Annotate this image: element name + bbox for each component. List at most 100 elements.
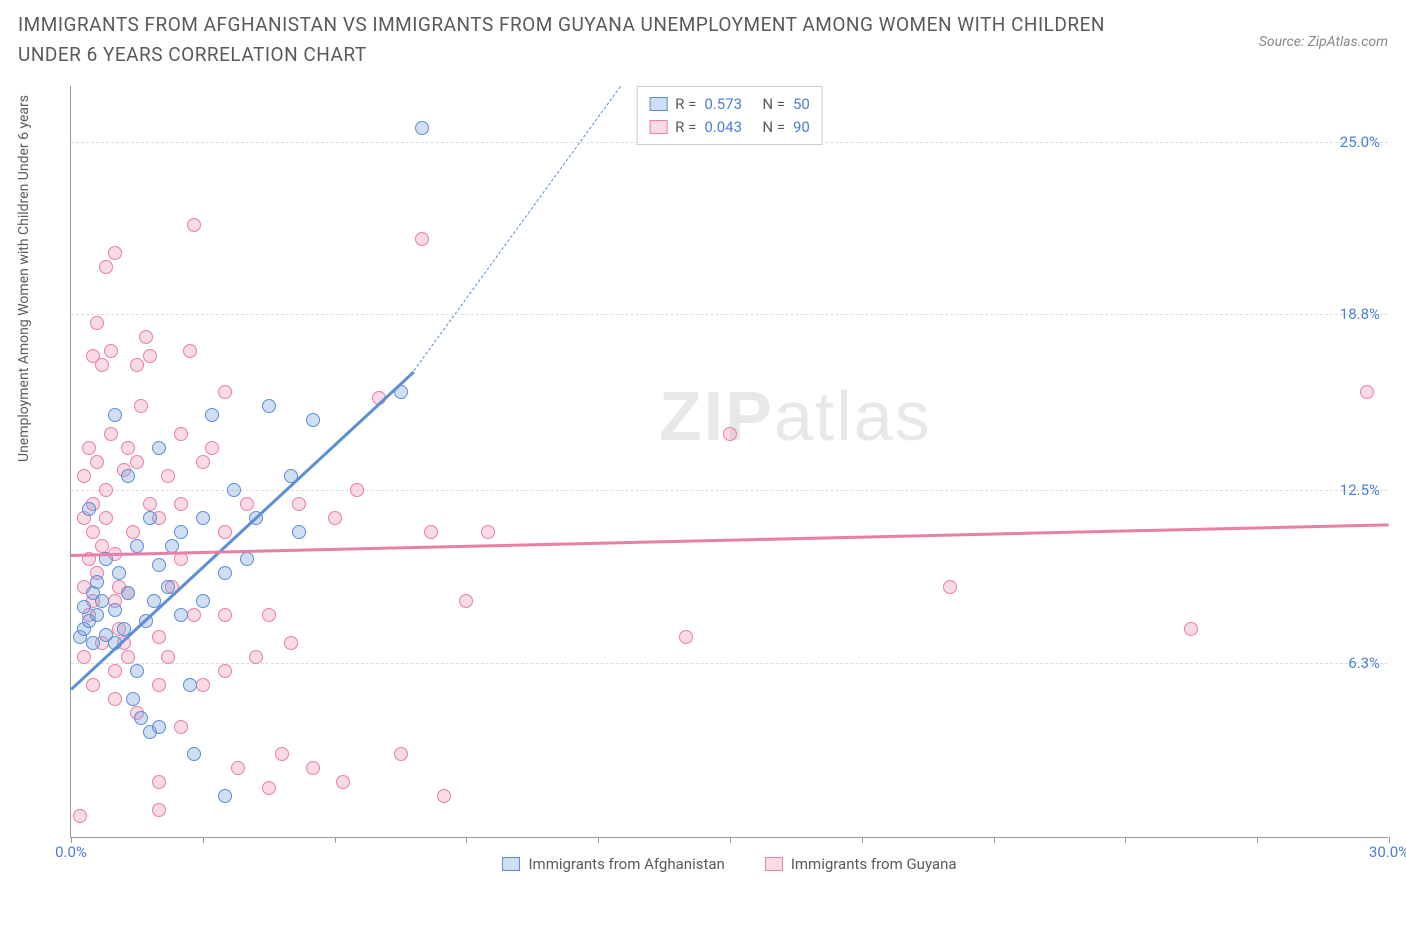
x-tick-label: 30.0% <box>1369 843 1406 861</box>
legend-swatch <box>649 97 667 111</box>
scatter-point <box>205 441 219 455</box>
scatter-point <box>306 761 320 775</box>
legend-swatch <box>649 120 667 134</box>
scatter-point <box>82 441 96 455</box>
scatter-point <box>108 664 122 678</box>
y-tick-label: 12.5% <box>1340 481 1380 499</box>
scatter-point <box>86 525 100 539</box>
x-tick <box>1125 837 1126 843</box>
gridline <box>71 314 1388 315</box>
bottom-legend-label: Immigrants from Guyana <box>791 855 957 873</box>
legend-n-value: 90 <box>793 116 810 139</box>
trend-line <box>413 86 620 371</box>
legend-row: R =0.043N =90 <box>649 116 810 139</box>
scatter-point <box>161 650 175 664</box>
scatter-point <box>231 761 245 775</box>
scatter-point <box>152 720 166 734</box>
scatter-point <box>424 525 438 539</box>
watermark: ZIPatlas <box>659 376 932 456</box>
scatter-point <box>437 789 451 803</box>
scatter-point <box>284 636 298 650</box>
scatter-point <box>218 664 232 678</box>
correlation-legend: R =0.573N =50R = 0.043 N = 90 <box>636 86 823 145</box>
scatter-point <box>104 427 118 441</box>
gridline <box>71 490 1388 491</box>
scatter-point <box>134 711 148 725</box>
scatter-point <box>104 344 118 358</box>
scatter-point <box>108 408 122 422</box>
scatter-point <box>336 775 350 789</box>
scatter-point <box>152 803 166 817</box>
plot-area: ZIPatlas R =0.573N =50R =0.043N =90 Immi… <box>70 86 1388 838</box>
scatter-point <box>218 608 232 622</box>
trend-line <box>70 370 414 689</box>
gridline <box>71 663 1388 664</box>
scatter-point <box>143 497 157 511</box>
x-tick <box>466 837 467 843</box>
scatter-point <box>262 399 276 413</box>
scatter-point <box>218 385 232 399</box>
scatter-point <box>73 809 87 823</box>
y-tick-label: 6.3% <box>1348 654 1380 672</box>
scatter-point <box>121 469 135 483</box>
scatter-point <box>174 720 188 734</box>
scatter-point <box>126 692 140 706</box>
scatter-point <box>161 469 175 483</box>
scatter-point <box>90 455 104 469</box>
scatter-point <box>130 358 144 372</box>
scatter-point <box>415 232 429 246</box>
legend-row: R =0.573N =50 <box>649 93 810 116</box>
scatter-point <box>196 511 210 525</box>
scatter-point <box>183 678 197 692</box>
x-tick <box>598 837 599 843</box>
scatter-point <box>205 408 219 422</box>
scatter-point <box>218 525 232 539</box>
scatter-point <box>77 650 91 664</box>
scatter-point <box>187 608 201 622</box>
scatter-point <box>174 497 188 511</box>
scatter-point <box>218 789 232 803</box>
scatter-point <box>394 747 408 761</box>
y-tick-label: 25.0% <box>1340 133 1380 151</box>
scatter-point <box>99 260 113 274</box>
scatter-point <box>196 594 210 608</box>
scatter-point <box>130 539 144 553</box>
bottom-legend-item: Immigrants from Guyana <box>765 855 957 873</box>
scatter-point <box>121 441 135 455</box>
scatter-point <box>415 121 429 135</box>
legend-swatch <box>502 857 520 871</box>
legend-n-label: N = <box>762 116 785 139</box>
scatter-point <box>152 558 166 572</box>
scatter-point <box>187 747 201 761</box>
scatter-point <box>99 483 113 497</box>
legend-swatch <box>765 857 783 871</box>
scatter-point <box>1360 385 1374 399</box>
scatter-point <box>249 650 263 664</box>
scatter-point <box>306 413 320 427</box>
scatter-point <box>108 603 122 617</box>
x-tick-label: 0.0% <box>55 843 87 861</box>
x-tick <box>335 837 336 843</box>
scatter-point <box>187 218 201 232</box>
scatter-point <box>174 427 188 441</box>
scatter-point <box>196 678 210 692</box>
scatter-point <box>174 608 188 622</box>
scatter-point <box>152 775 166 789</box>
scatter-point <box>240 497 254 511</box>
scatter-point <box>165 539 179 553</box>
scatter-point <box>130 664 144 678</box>
scatter-point <box>90 608 104 622</box>
scatter-point <box>262 608 276 622</box>
scatter-point <box>121 650 135 664</box>
legend-r-label: R = <box>675 93 696 116</box>
watermark-bold: ZIP <box>659 377 774 455</box>
legend-r-value: 0.043 <box>704 116 754 139</box>
scatter-point <box>86 678 100 692</box>
source-attribution: Source: ZipAtlas.com <box>1259 34 1388 50</box>
scatter-point <box>459 594 473 608</box>
scatter-point <box>134 399 148 413</box>
series-legend: Immigrants from AfghanistanImmigrants fr… <box>71 855 1388 873</box>
scatter-point <box>82 502 96 516</box>
scatter-point <box>275 747 289 761</box>
scatter-point <box>196 455 210 469</box>
